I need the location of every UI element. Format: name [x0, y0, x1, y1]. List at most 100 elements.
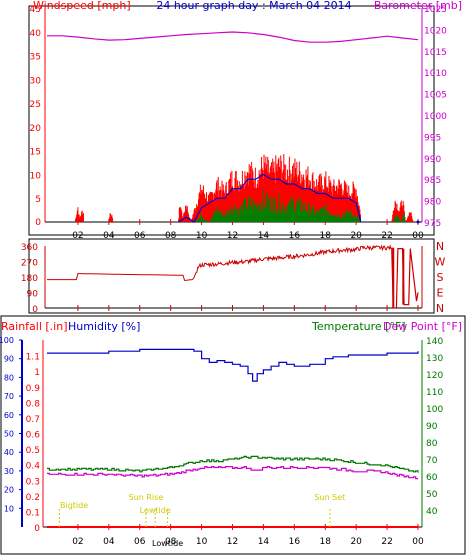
- panel-3-x-tick-label: 00: [412, 537, 424, 547]
- panel-3-x-tick-label: 08: [165, 537, 177, 547]
- dewpoint-axis-title: Dew Point [°F]: [383, 320, 462, 333]
- windspeed-tick-label: 35: [30, 53, 41, 63]
- winddir-tick-label: 360: [21, 243, 38, 253]
- rainfall-tick-label: 0.5: [26, 446, 40, 456]
- panel-3-x-tick-label: 12: [227, 537, 238, 547]
- panel-3-frame: [0, 315, 466, 555]
- temperature-tick-label: 100: [426, 405, 443, 415]
- humidity-tick-label: 50: [4, 430, 14, 439]
- panel-1-x-tick-label: 02: [72, 231, 83, 241]
- windspeed-tick-label: 5: [35, 195, 41, 205]
- panel-3-x-tick-label: 22: [381, 537, 392, 547]
- temperature-tick-label: 90: [426, 422, 438, 432]
- panel-3-x-tick-label: 06: [134, 537, 146, 547]
- windspeed-tick-label: 30: [30, 76, 42, 86]
- barometer-tick-label: 1015: [424, 48, 447, 58]
- compass-label: N: [436, 240, 444, 253]
- panel-1-x-tick-label: 16: [289, 231, 301, 241]
- barometer-tick-label: 985: [424, 176, 441, 186]
- panel-1-x-tick-label: 06: [134, 231, 146, 241]
- winddir-tick-label: 90: [27, 290, 39, 300]
- temperature-tick-label: 140: [426, 337, 443, 347]
- annotation-label: Lowtide: [140, 506, 171, 515]
- panel-1-x-tick-label: 22: [381, 231, 392, 241]
- barometer-axis-title: Barometer [mb]: [374, 0, 462, 12]
- panel-1-x-tick-label: 04: [103, 231, 115, 241]
- barometer-tick-label: 1020: [424, 26, 447, 36]
- annotation-label: Sun Set: [314, 493, 345, 502]
- windspeed-tick-label: 25: [30, 100, 41, 110]
- temperature-tick-label: 60: [426, 473, 438, 483]
- barometer-tick-label: 990: [424, 155, 441, 165]
- dewpoint-line: [47, 466, 418, 480]
- windspeed-tick-label: 0: [35, 218, 41, 228]
- temperature-tick-label: 110: [426, 388, 443, 398]
- humidity-tick-label: 100: [0, 336, 14, 345]
- temperature-tick-label: 120: [426, 371, 443, 381]
- panel-1-x-tick-label: 00: [412, 231, 424, 241]
- annotation-label: Bigtide: [60, 501, 88, 510]
- humidity-tick-label: 30: [4, 467, 14, 476]
- wind-direction-line: [47, 244, 392, 281]
- temperature-tick-label: 130: [426, 354, 443, 364]
- humidity-tick-label: 90: [4, 355, 14, 364]
- wind-average-line: [178, 173, 362, 223]
- windspeed-tick-label: 45: [30, 5, 41, 15]
- temperature-tick-label: 50: [426, 490, 438, 500]
- panel-1-frame: [28, 5, 435, 236]
- windspeed-axis-title: Windspeed [mph]: [33, 0, 131, 12]
- barometer-tick-label: 995: [424, 133, 441, 143]
- panel-1-x-tick-label: 18: [320, 231, 332, 241]
- barometer-tick-label: 980: [424, 198, 441, 208]
- compass-label: S: [437, 271, 444, 284]
- barometer-tick-label: 1025: [424, 5, 447, 15]
- humidity-tick-label: 20: [4, 486, 14, 495]
- panel-3-x-tick-label: 10: [196, 537, 208, 547]
- temperature-axis-title: Temperature [°F]: [311, 320, 406, 333]
- chart-title: 24 hour graph day : March 04 2014: [156, 0, 351, 12]
- temperature-tick-label: 70: [426, 456, 438, 466]
- rainfall-tick-label: 0.4: [26, 462, 41, 472]
- humidity-tick-label: 80: [4, 373, 14, 382]
- windspeed-tick-label: 15: [30, 148, 41, 158]
- compass-label: E: [437, 287, 444, 300]
- rainfall-tick-label: 0.1: [26, 508, 40, 518]
- temperature-line: [47, 455, 419, 473]
- annotation-label: Lowtide: [152, 539, 183, 548]
- rainfall-tick-label: 0: [34, 524, 40, 534]
- panel-3-x-tick-label: 02: [72, 537, 83, 547]
- humidity-axis-title: Humidity [%]: [68, 320, 140, 333]
- temperature-tick-label: 40: [426, 507, 438, 517]
- compass-label: W: [435, 256, 446, 269]
- rainfall-tick-label: 0.9: [26, 384, 41, 394]
- panel-3-x-tick-label: 16: [289, 537, 301, 547]
- panel-3-x-tick-label: 04: [103, 537, 115, 547]
- rainfall-tick-label: 1.1: [26, 353, 40, 363]
- wind-direction-tail-line: [391, 247, 419, 309]
- panel-1-x-tick-label: 12: [227, 231, 238, 241]
- panel-1-x-tick-label: 20: [350, 231, 362, 241]
- panel-1-x-tick-label: 10: [196, 231, 208, 241]
- winddir-tick-label: 180: [21, 274, 38, 284]
- temperature-tick-label: 80: [426, 439, 438, 449]
- humidity-tick-label: 40: [4, 448, 14, 457]
- barometer-tick-label: 1010: [424, 69, 447, 79]
- panel-3-x-tick-label: 18: [320, 537, 332, 547]
- rainfall-tick-label: 1: [34, 368, 40, 378]
- rainfall-tick-label: 0.3: [26, 477, 40, 487]
- humidity-line: [47, 348, 419, 382]
- compass-label: N: [436, 302, 444, 315]
- rainfall-tick-label: 0.2: [26, 493, 40, 503]
- panel-3-x-tick-label: 14: [258, 537, 270, 547]
- barometer-tick-label: 975: [424, 219, 441, 229]
- panel-1-x-tick-label: 08: [165, 231, 177, 241]
- panel-3-x-tick-label: 20: [350, 537, 362, 547]
- rainfall-tick-label: 0.6: [26, 431, 41, 441]
- annotation-label: Sun Rise: [129, 493, 164, 502]
- barometer-tick-label: 1000: [424, 112, 447, 122]
- rainfall-axis-title: Rainfall [.in]: [1, 320, 68, 333]
- humidity-tick-label: 60: [4, 411, 14, 420]
- winddir-tick-label: 0: [32, 305, 38, 315]
- panel-2-frame: [28, 238, 435, 314]
